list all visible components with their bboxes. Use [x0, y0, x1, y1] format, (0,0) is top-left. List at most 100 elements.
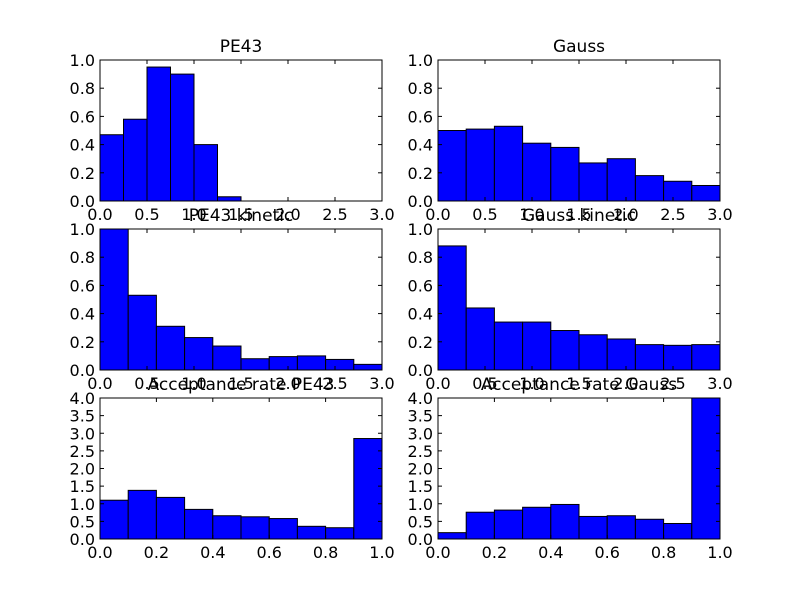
y-tick-label: 0.2 [70, 164, 95, 183]
histogram-bar [634, 344, 665, 371]
subplot-3: 0.0 0.5 1.0 1.5 2.0 2.5 3.00.00.20.40.60.81.0P… [70, 206, 395, 393]
y-tick-label: 2.5 [408, 442, 433, 461]
x-tick-label: 1.0 [181, 374, 206, 393]
histogram-bar [240, 516, 270, 540]
x-tick-label: 0.2 [144, 543, 169, 562]
y-tick-label: 1.5 [70, 477, 95, 496]
y-tick-label: 4.0 [408, 389, 433, 408]
x-tick-label: 0.0 [87, 205, 112, 224]
histogram-bar [465, 511, 495, 540]
histogram-bar [155, 496, 186, 540]
y-tick-label: 1.0 [70, 495, 95, 514]
histogram-bar [550, 503, 580, 540]
x-tick-label: 0.6 [594, 543, 619, 562]
histogram-bar [127, 294, 157, 371]
histogram-bar [184, 337, 214, 371]
histogram-bar [465, 307, 495, 371]
histogram-bar [691, 344, 721, 371]
histogram-bar [123, 118, 148, 202]
y-tick-label: 0.4 [408, 305, 433, 324]
y-tick-label: 2.0 [70, 460, 95, 479]
x-tick-label: 0.5 [134, 205, 159, 224]
histogram-bar [493, 509, 524, 540]
histogram-bar [606, 158, 636, 202]
histogram-bar [691, 184, 721, 202]
x-tick-label: 0.0 [425, 543, 450, 562]
histogram-bar [296, 355, 327, 371]
y-tick-label: 0.8 [70, 248, 95, 267]
y-tick-label: 1.0 [70, 51, 95, 70]
x-tick-label: 2.5 [322, 374, 347, 393]
subplot-title: PE43 [220, 37, 263, 57]
x-tick-label: 1.0 [707, 543, 732, 562]
histogram-bar [606, 515, 636, 540]
histogram-bar [465, 128, 495, 202]
y-tick-label: 2.5 [70, 442, 95, 461]
subplot-1: 0.0 0.5 1.0 1.5 2.0 2.5 3.00.00.20.40.60.81.0P… [70, 37, 395, 224]
histogram-bar [99, 499, 129, 540]
histogram-bar [634, 175, 665, 202]
histogram-bar [296, 525, 327, 540]
y-tick-label: 0.6 [408, 276, 433, 295]
histogram-bar [127, 489, 157, 540]
y-tick-label: 0.4 [70, 305, 95, 324]
subplot-title: Acceptance rate Gauss [481, 375, 677, 395]
histogram-bar [155, 325, 186, 371]
y-tick-label: 0.6 [408, 107, 433, 126]
x-tick-label: 1.0 [519, 374, 544, 393]
x-tick-label: 0.4 [200, 543, 225, 562]
x-tick-label: 0.0 [87, 374, 112, 393]
y-tick-label: 0.0 [408, 192, 433, 211]
y-tick-label: 1.0 [70, 220, 95, 239]
x-tick-label: 0.6 [256, 543, 281, 562]
histogram-bar [170, 73, 195, 202]
histogram-bar [146, 66, 171, 202]
x-tick-label: 0.5 [472, 205, 497, 224]
x-tick-label: 1.5 [228, 374, 253, 393]
histogram-bar [522, 321, 552, 371]
y-tick-label: 0.6 [70, 107, 95, 126]
y-tick-label: 0.6 [70, 276, 95, 295]
subplot-5: 0.0 0.2 0.4 0.6 0.8 1.00.00.51.01.52.02.53.03… [70, 375, 395, 562]
y-tick-label: 4.0 [70, 389, 95, 408]
histogram-bar [663, 344, 693, 371]
x-tick-label: 0.0 [87, 543, 112, 562]
histogram-bar [268, 356, 298, 371]
histogram-bar [437, 245, 467, 371]
y-tick-label: 0.0 [408, 530, 433, 549]
histogram-bar [437, 130, 467, 202]
x-tick-label: 1.0 [369, 543, 394, 562]
y-tick-label: 0.4 [408, 136, 433, 155]
y-tick-label: 0.0 [70, 530, 95, 549]
x-tick-label: 0.5 [134, 374, 159, 393]
x-tick-label: 3.0 [369, 374, 394, 393]
histogram-bar [522, 142, 552, 202]
histogram-bar [193, 144, 218, 202]
x-tick-label: 1.0 [181, 205, 206, 224]
histogram-bar [522, 506, 552, 540]
x-tick-label: 1.5 [566, 205, 591, 224]
y-tick-label: 0.2 [408, 333, 433, 352]
y-tick-label: 0.0 [408, 361, 433, 380]
histogram-bar [99, 228, 129, 371]
histogram-bar [578, 162, 608, 202]
histogram-bar [663, 180, 693, 202]
histogram-bar [268, 518, 298, 540]
histogram-bar [493, 125, 524, 202]
histogram-bar [353, 438, 383, 540]
histogram-bar [663, 522, 693, 540]
histogram-bar [550, 146, 580, 202]
x-tick-label: 2.0 [613, 205, 638, 224]
x-tick-label: 2.0 [613, 374, 638, 393]
y-tick-label: 2.0 [408, 460, 433, 479]
histogram-bar [437, 532, 467, 540]
y-tick-label: 3.5 [70, 407, 95, 426]
x-tick-label: 2.0 [275, 205, 300, 224]
histogram-bar [217, 196, 242, 202]
histogram-bar [550, 330, 580, 371]
x-tick-label: 2.0 [275, 374, 300, 393]
subplot-2: 0.0 0.5 1.0 1.5 2.0 2.5 3.00.00.20.40.60.81.0G… [408, 37, 733, 224]
y-tick-label: 0.2 [70, 333, 95, 352]
x-tick-label: 0.8 [313, 543, 338, 562]
